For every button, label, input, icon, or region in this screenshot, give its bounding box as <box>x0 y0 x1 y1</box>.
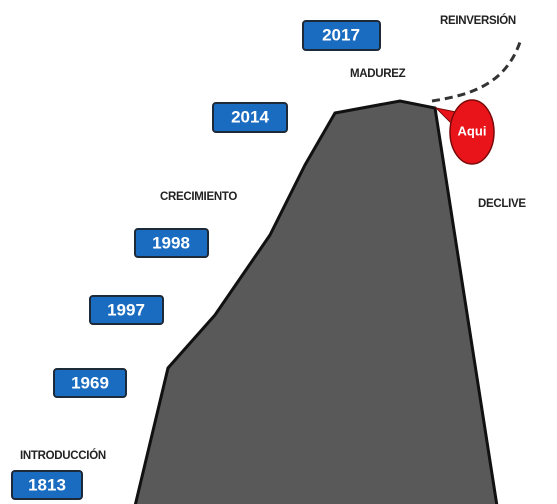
year-label: 1813 <box>28 475 66 494</box>
stage-label: CRECIMIENTO <box>160 191 237 203</box>
year-box <box>302 20 381 51</box>
year-label: 1998 <box>152 233 190 252</box>
year-label: 2014 <box>231 107 269 126</box>
year-label: 1969 <box>71 373 109 392</box>
callout-text: Aqui <box>458 123 487 138</box>
stage-label: DECLIVE <box>478 198 526 210</box>
year-box <box>212 102 288 133</box>
year-box <box>89 295 164 325</box>
stage-label: MADUREZ <box>350 68 406 80</box>
reinvestment-curve <box>431 41 522 103</box>
year-box <box>134 228 209 258</box>
year-label: 1997 <box>107 300 145 319</box>
year-box <box>11 470 83 500</box>
stage-label: INTRODUCCIÓN <box>20 449 106 462</box>
year-label: 2017 <box>322 25 360 44</box>
year-box <box>53 368 127 398</box>
stage-label: REINVERSIÓN <box>440 14 516 27</box>
cycle-shape <box>133 99 499 504</box>
callout-balloon <box>449 99 495 165</box>
